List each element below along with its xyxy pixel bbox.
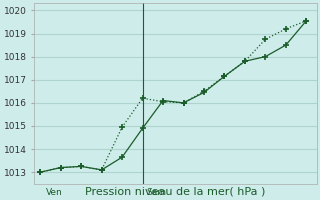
Text: Sam: Sam: [147, 188, 167, 197]
Text: Ven: Ven: [46, 188, 63, 197]
X-axis label: Pression niveau de la mer( hPa ): Pression niveau de la mer( hPa ): [85, 187, 266, 197]
